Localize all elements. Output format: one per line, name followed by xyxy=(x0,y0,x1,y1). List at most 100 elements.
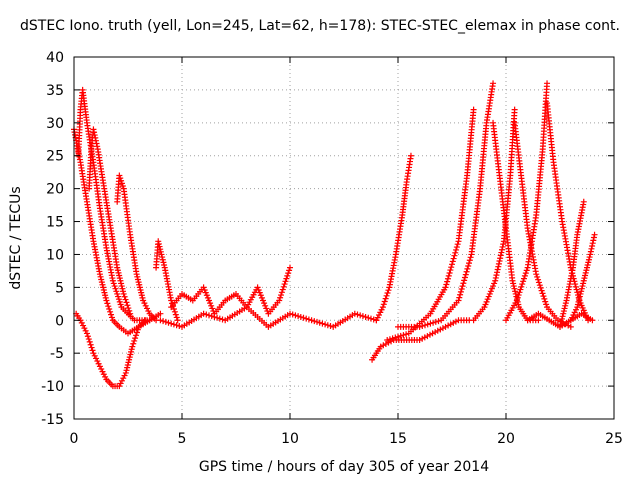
data-point xyxy=(573,286,580,293)
data-point xyxy=(494,269,501,276)
data-point xyxy=(510,280,517,287)
data-point xyxy=(276,297,283,304)
data-point xyxy=(383,292,390,299)
data-point xyxy=(498,249,505,256)
data-point xyxy=(422,322,428,329)
data-point xyxy=(260,297,266,304)
data-point xyxy=(466,257,473,264)
data-point xyxy=(495,260,502,267)
data-point xyxy=(83,330,90,337)
data-point xyxy=(449,261,455,268)
data-point xyxy=(446,269,453,276)
data-point xyxy=(155,238,162,245)
data-point xyxy=(108,314,115,321)
data-point xyxy=(488,285,495,292)
data-point xyxy=(206,297,212,304)
data-point xyxy=(156,243,163,250)
data-point xyxy=(499,243,506,250)
data-point xyxy=(558,318,565,325)
data-point xyxy=(510,283,517,290)
data-point xyxy=(467,254,474,261)
data-point xyxy=(572,281,579,288)
data-point xyxy=(300,314,307,321)
data-point xyxy=(157,317,164,324)
data-point xyxy=(589,242,596,249)
data-point xyxy=(580,277,587,284)
data-point xyxy=(114,290,121,297)
data-point xyxy=(97,273,104,280)
data-point xyxy=(522,270,529,277)
data-point xyxy=(492,274,499,281)
data-point xyxy=(382,295,389,302)
data-point xyxy=(145,308,152,315)
data-point xyxy=(102,292,109,299)
data-point xyxy=(519,281,526,288)
data-point xyxy=(571,309,578,316)
data-point xyxy=(202,289,209,296)
data-point xyxy=(142,302,149,309)
data-point xyxy=(128,346,135,353)
data-point xyxy=(130,340,137,347)
data-point xyxy=(115,293,122,300)
data-point xyxy=(126,307,133,314)
x-axis-label: GPS time / hours of day 305 of year 2014 xyxy=(199,459,489,475)
data-point xyxy=(117,175,124,182)
data-point xyxy=(485,293,492,300)
data-point xyxy=(424,321,431,328)
data-point xyxy=(141,300,148,307)
data-point xyxy=(127,310,134,317)
data-point xyxy=(562,302,569,309)
data-point xyxy=(589,317,596,324)
data-point xyxy=(584,264,590,271)
data-point xyxy=(99,281,106,288)
data-point xyxy=(370,316,377,323)
y-tick-label: 35 xyxy=(46,83,64,99)
data-point xyxy=(357,312,364,319)
data-point xyxy=(392,334,399,341)
data-point xyxy=(580,280,587,287)
data-point xyxy=(494,266,501,273)
data-point xyxy=(514,294,521,301)
data-point xyxy=(123,367,130,374)
data-point xyxy=(379,304,386,311)
data-point xyxy=(324,322,331,329)
data-point xyxy=(105,303,112,310)
data-point xyxy=(90,126,97,133)
data-point xyxy=(377,309,384,316)
data-point xyxy=(107,308,114,315)
data-point xyxy=(116,298,123,305)
data-point xyxy=(486,290,493,297)
data-point xyxy=(359,313,366,320)
data-point xyxy=(216,315,223,322)
data-point xyxy=(523,267,530,274)
data-point xyxy=(86,338,93,345)
data-point xyxy=(126,356,133,363)
data-point xyxy=(454,241,461,248)
data-point xyxy=(580,198,587,205)
data-point xyxy=(176,323,183,330)
data-point xyxy=(451,252,458,259)
data-point xyxy=(159,256,166,263)
data-point xyxy=(209,305,216,312)
data-point xyxy=(365,314,372,321)
data-point xyxy=(444,278,451,285)
data-point xyxy=(535,317,542,324)
data-point xyxy=(511,285,518,292)
data-point xyxy=(490,283,497,290)
x-tick-label: 15 xyxy=(389,431,407,447)
data-point xyxy=(91,132,98,139)
data-point xyxy=(139,294,146,301)
data-point xyxy=(407,152,414,159)
y-tick-label: 25 xyxy=(46,149,64,165)
data-point xyxy=(483,298,490,305)
data-point xyxy=(419,323,426,330)
data-point xyxy=(129,343,136,350)
data-point xyxy=(84,333,91,340)
data-point xyxy=(458,286,465,293)
data-point xyxy=(200,310,207,317)
data-point xyxy=(117,380,124,387)
data-point xyxy=(95,360,102,367)
data-point xyxy=(125,305,132,312)
data-point xyxy=(118,283,125,290)
